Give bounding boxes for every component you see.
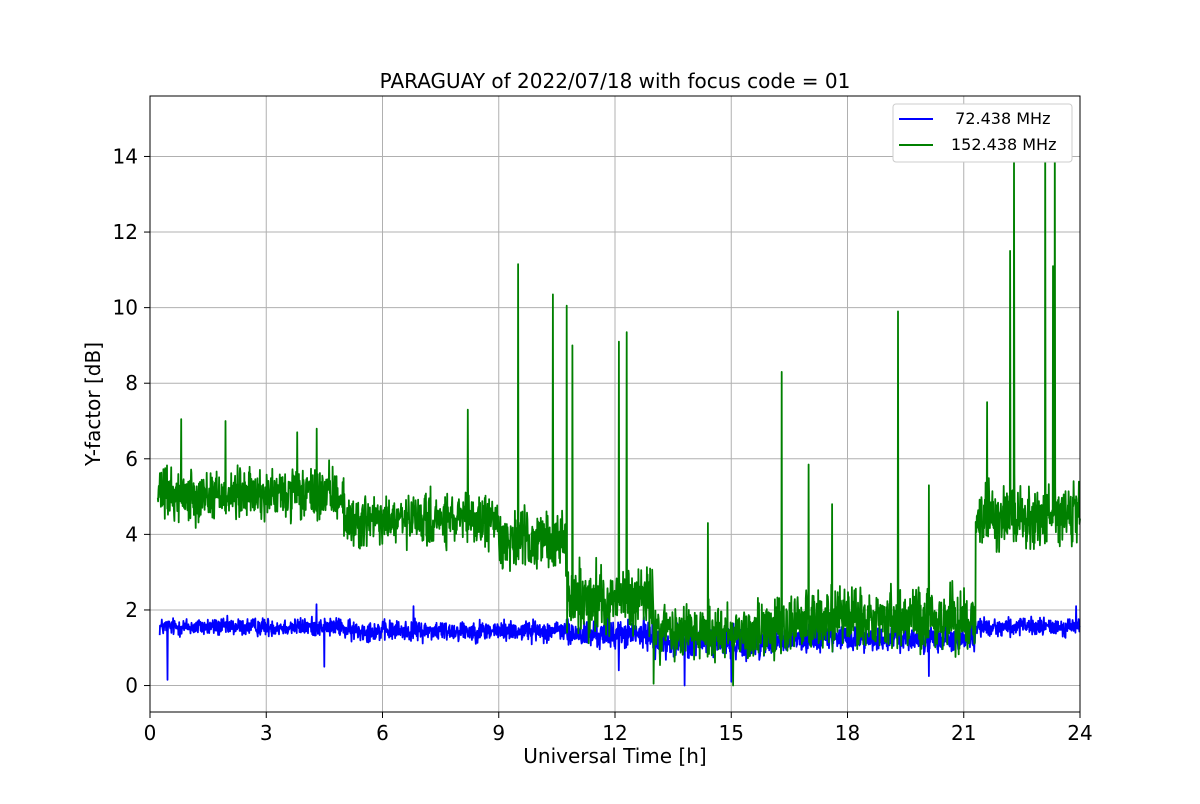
legend-box: [892, 103, 1073, 163]
series-line-1: [158, 603, 1081, 687]
y-tick-label: 8: [125, 371, 138, 395]
y-tick-label: 12: [113, 220, 138, 244]
y-axis: 0 2 4 6 8 10 12 14: [113, 144, 150, 698]
series-line-2: [156, 119, 1081, 687]
y-tick-label: 0: [125, 674, 138, 698]
chart-title: PARAGUAY of 2022/07/18 with focus code =…: [380, 69, 851, 93]
x-tick-label: 24: [1067, 721, 1092, 745]
y-tick-label: 4: [125, 522, 138, 546]
legend-label-series-2: 152.438 MHz: [951, 135, 1056, 154]
x-tick-label: 0: [144, 721, 157, 745]
x-tick-label: 12: [602, 721, 627, 745]
x-axis: 0 3 6 9 12 15 18 21 24: [144, 712, 1093, 745]
x-tick-label: 9: [492, 721, 505, 745]
y-axis-label: Y-factor [dB]: [81, 342, 105, 467]
y-tick-label: 10: [113, 296, 138, 320]
y-tick-label: 2: [125, 598, 138, 622]
x-tick-label: 21: [951, 721, 976, 745]
x-tick-label: 18: [835, 721, 860, 745]
grid: [149, 96, 1081, 712]
x-tick-label: 15: [719, 721, 744, 745]
x-axis-label: Universal Time [h]: [523, 744, 706, 768]
y-tick-label: 14: [113, 144, 138, 168]
y-tick-label: 6: [125, 447, 138, 471]
legend: 72.438 MHz 152.438 MHz: [892, 103, 1073, 163]
legend-label-series-1: 72.438 MHz: [945, 109, 1050, 128]
x-tick-label: 3: [260, 721, 273, 745]
x-tick-label: 6: [376, 721, 389, 745]
series-layer: [156, 119, 1081, 687]
